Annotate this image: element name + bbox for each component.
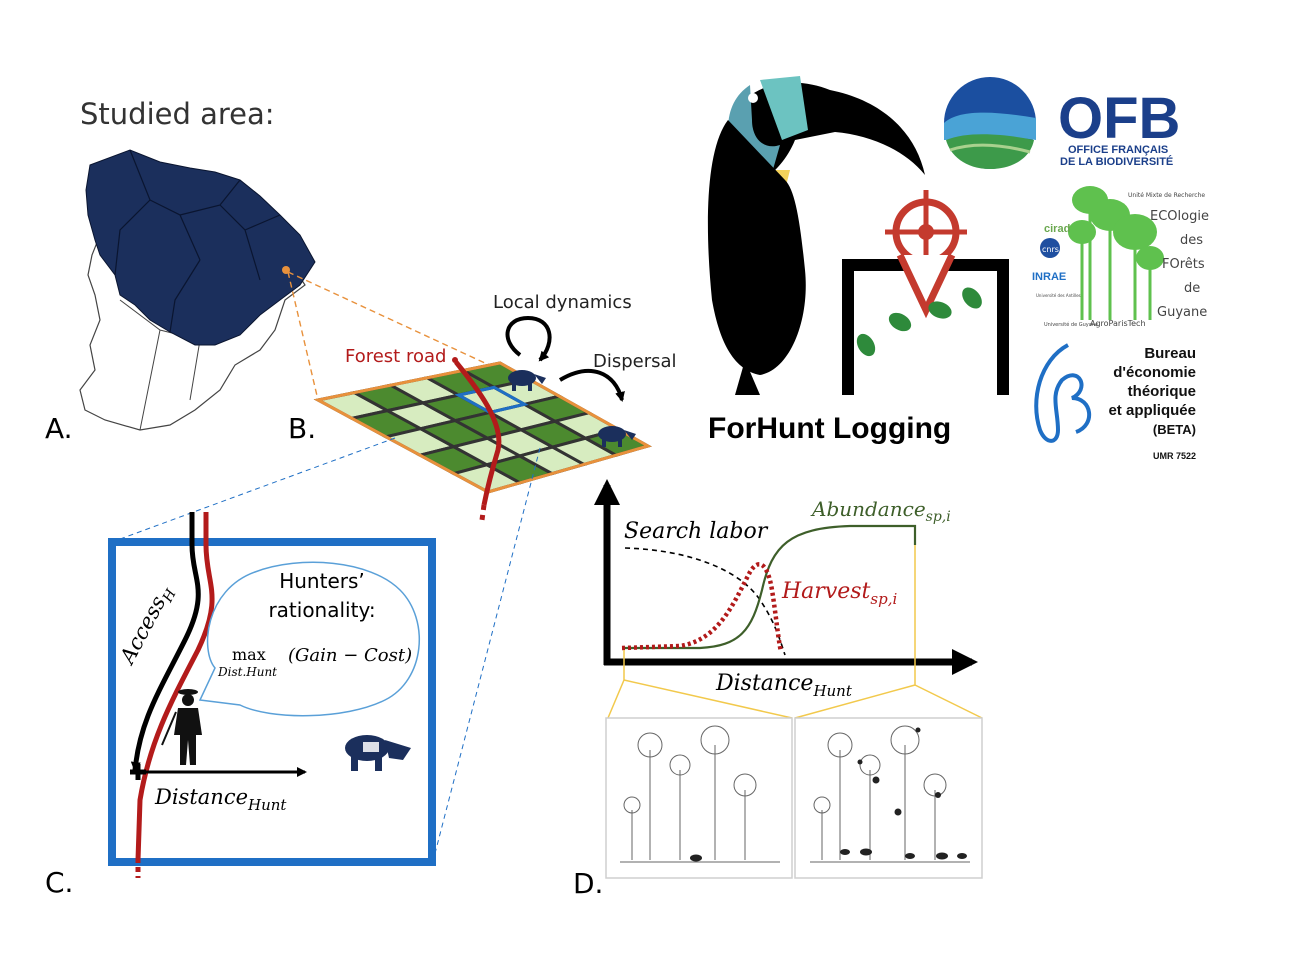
beta-logo: Bureau d'économie théorique et appliquée… (1034, 343, 1196, 461)
search-labor-curve (624, 547, 786, 656)
local-dynamics-arrow (505, 315, 552, 362)
abundance-curve (622, 524, 917, 650)
ofb-title: OFB (1058, 86, 1180, 151)
cnrs-badge (1040, 238, 1060, 258)
ecofog-logo: Unité Mixte de Recherche ECOlogie des FO… (1032, 186, 1209, 328)
harvest-label: Harvestsp,i (781, 579, 897, 608)
partner-inrae: INRAE (1032, 271, 1066, 283)
beta-3: théorique (1128, 383, 1196, 400)
panel-a: Studied area: A. (45, 97, 316, 445)
abundance-label: Abundancesp,i (810, 497, 951, 525)
panel-d: Search labor Abundancesp,i Harvestsp,i D… (573, 479, 983, 900)
local-dynamics-label: Local dynamics (493, 292, 632, 313)
map-studied-region (85, 149, 316, 346)
partner-antilles: Université des Antilles (1036, 293, 1081, 298)
ecofog-3: FOrêts (1162, 257, 1205, 272)
gain-cost-label: (Gain − Cost) (288, 645, 412, 666)
ecofog-5: Guyane (1157, 305, 1207, 320)
dispersal-arrow (558, 369, 625, 402)
forest-dense-illustration (794, 717, 983, 879)
zoom-line-c-left (111, 437, 396, 543)
beta-5: (BETA) (1153, 422, 1196, 437)
hunter-icon (161, 689, 202, 765)
tapir-icon (508, 370, 546, 391)
partner-cnrs: cnrs (1042, 245, 1059, 254)
distance-hunt-label-d: DistanceHunt (715, 671, 853, 700)
ofb-line2: DE LA BIODIVERSITÉ (1060, 155, 1173, 168)
road-path-red (135, 515, 215, 861)
bubble-line1: Hunters’ (279, 569, 365, 593)
access-label: AccessH (114, 580, 180, 671)
partner-guyane: Université de Guyane (1044, 321, 1098, 328)
ecofog-2: des (1180, 233, 1203, 248)
callout-right-line2 (914, 684, 983, 719)
callout-left-line2 (623, 679, 793, 719)
ofb-logo: OFB OFFICE FRANÇAIS DE LA BIODIVERSITÉ (1058, 86, 1180, 168)
forest-road-dot (452, 357, 458, 363)
forest-road-dash (479, 504, 487, 521)
tapir-icon (345, 735, 411, 771)
panel-c-letter: C. (45, 866, 73, 899)
zoom-line-c-right (431, 447, 541, 866)
grid-border (313, 361, 652, 494)
harvest-curve (621, 562, 784, 653)
tapir-icon (598, 426, 636, 447)
ecofog-1: ECOlogie (1150, 209, 1209, 224)
dispersal-label: Dispersal (593, 351, 677, 372)
beta-emblem (1034, 343, 1092, 443)
max-subscript: Dist.Hunt (217, 665, 277, 679)
beta-2: d'économie (1113, 364, 1196, 381)
panel-a-letter: A. (45, 412, 73, 445)
map-region-borders (114, 149, 281, 333)
beta-1: Bureau (1144, 345, 1196, 362)
ecofog-4: de (1184, 281, 1200, 296)
ofb-line1: OFFICE FRANÇAIS (1068, 144, 1168, 156)
cross-marker (130, 764, 146, 780)
partner-agro: AgroParisTech (1090, 319, 1146, 328)
forest-road-label: Forest road (345, 346, 446, 367)
studied-area-title: Studied area: (80, 97, 275, 131)
distance-hunt-label-c: DistanceHunt (154, 785, 287, 814)
forest-sparse-illustration (605, 717, 793, 879)
forest-road-line (454, 360, 502, 506)
bubble-line2: rationality: (268, 598, 375, 622)
beta-6: UMR 7522 (1153, 451, 1196, 461)
search-labor-label: Search labor (624, 519, 769, 544)
max-label: max (232, 645, 266, 664)
forhunt-title: ForHunt Logging (708, 412, 951, 445)
rationality-bubble (198, 561, 420, 717)
forhunt-logo: ForHunt Logging (707, 76, 1009, 445)
partner-cirad: cirad (1044, 223, 1070, 235)
access-path-black (130, 515, 201, 772)
highlighted-cell (454, 385, 529, 415)
svg-text:AccessH: AccessH (114, 580, 180, 671)
beta-4: et appliquée (1108, 402, 1196, 419)
panel-b-letter: B. (288, 412, 316, 445)
zoom-line-lower (287, 271, 319, 401)
circle-emblem-logo (944, 77, 1036, 169)
ecofog-header: Unité Mixte de Recherche (1128, 192, 1205, 199)
cell-zoom-frame (108, 538, 436, 866)
zoom-line-upper (287, 271, 501, 371)
panel-b: Forest road Local dynamics Dispersal B. (288, 292, 677, 521)
panel-d-letter: D. (573, 867, 603, 900)
panel-c: AccessH Hunters’ rationality: max Dist.H… (45, 512, 436, 899)
